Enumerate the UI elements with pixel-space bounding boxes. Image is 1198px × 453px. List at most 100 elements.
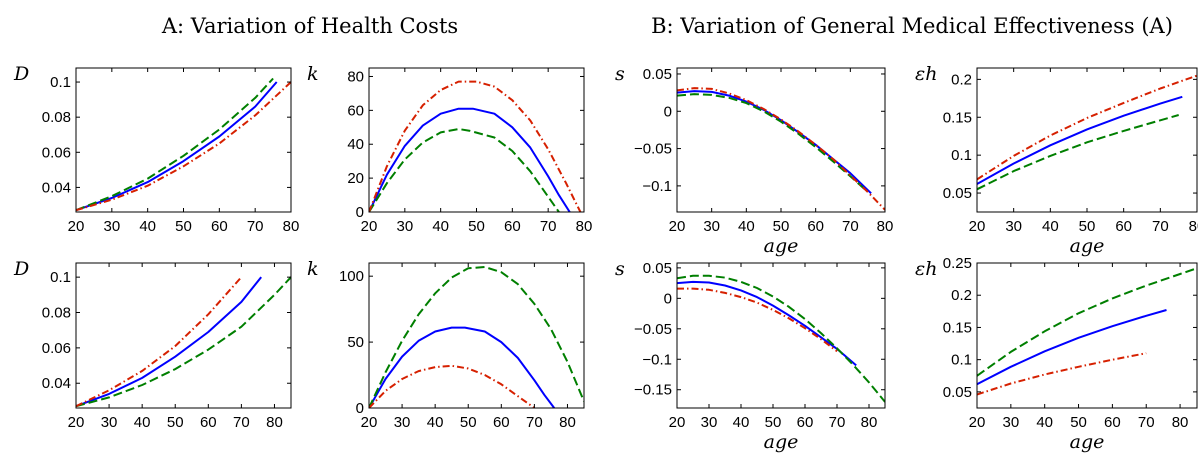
x-tick-label: 20 [669,414,686,431]
x-tick-label: 30 [703,218,720,235]
x-tick-label: 70 [1138,414,1155,431]
series-group [76,276,291,408]
subplot-1: 20 30 40 50 60 70 80 0.04 0.06 0.08 0.1 D [13,63,299,235]
x-tick-label: 70 [247,218,264,235]
x-tick-label: 80 [283,218,300,235]
y-tick-label: 0.04 [42,375,71,392]
axes-frame [75,262,292,409]
y-tick-label: 0.1 [50,74,71,91]
series-line-dashed [369,128,560,212]
x-tick-label: 70 [540,218,557,235]
axes-frame [676,262,886,409]
x-tick-label: 20 [969,218,986,235]
y-tick-label: 0.1 [951,147,972,164]
axes-frame [368,262,585,409]
x-tick-label: 60 [200,414,217,431]
x-tick-label: 80 [576,218,593,235]
series-group [677,87,885,211]
x-axis-label: age [1070,235,1105,257]
series-group [76,77,291,212]
x-tick-label: 70 [1152,218,1169,235]
y-tick-label: 0.05 [643,66,672,83]
series-line-dashed [977,267,1197,377]
x-tick-label: 20 [969,414,986,431]
y-tick-label: 20 [347,170,364,187]
y-tick-label: −0.1 [642,178,672,195]
x-tick-label: 40 [134,414,151,431]
y-tick-label: 0.06 [42,144,71,161]
y-tick-label: −0.05 [634,141,672,158]
y-axis-label: D [13,258,29,280]
x-tick-label: 40 [139,218,156,235]
series-line-solid [977,309,1167,386]
subplot-8: 20 30 40 50 60 70 80 0.05 0.1 0.15 0.2 0.25 εh age [915,255,1198,453]
x-tick-label: 30 [394,414,411,431]
y-axis-label: εh [915,258,937,280]
x-tick-label: 80 [877,218,894,235]
y-tick-label: 0.1 [50,269,71,286]
series-line-dashed [977,114,1179,191]
x-tick-label: 80 [1172,414,1189,431]
y-tick-label: 50 [347,334,364,351]
y-tick-label: 0 [356,204,364,221]
y-tick-label: 0.15 [943,109,972,126]
x-tick-label: 40 [1036,414,1053,431]
series-group [977,74,1197,191]
series-line-solid [369,326,556,408]
panel-a-title: A: Variation of Health Costs [161,14,458,38]
x-tick-label: 40 [1042,218,1059,235]
x-tick-label: 20 [68,218,85,235]
series-line-dashed [677,274,885,403]
series-line-dashdot [977,352,1147,396]
x-tick-label: 50 [468,218,485,235]
x-tick-label: 80 [266,414,283,431]
axes-frame [976,67,1198,213]
y-tick-label: 0.2 [951,71,972,88]
x-tick-label: 20 [68,414,85,431]
series-group [369,80,582,212]
x-tick-label: 70 [233,414,250,431]
y-tick-label: 60 [347,102,364,119]
x-tick-label: 30 [101,414,118,431]
axes-frame [976,262,1198,409]
y-axis-label: k [307,258,319,280]
series-line-dashed [369,266,584,408]
y-tick-label: 0.08 [42,305,71,322]
series-line-dashdot [369,80,582,212]
x-tick-label: 70 [526,414,543,431]
y-tick-label: 0.15 [943,319,972,336]
x-tick-label: 50 [167,414,184,431]
x-tick-label: 40 [738,218,755,235]
x-tick-label: 80 [559,414,576,431]
x-tick-label: 50 [1079,218,1096,235]
x-tick-label: 60 [1104,414,1121,431]
x-tick-label: 30 [396,218,413,235]
series-group [369,266,584,408]
y-tick-label: 0.2 [951,287,972,304]
x-tick-label: 40 [432,218,449,235]
y-tick-label: 40 [347,136,364,153]
y-tick-label: 0 [664,103,672,120]
x-tick-label: 60 [211,218,228,235]
series-line-solid [977,95,1183,185]
x-tick-label: 50 [460,414,477,431]
y-tick-label: 0.08 [42,109,71,126]
y-tick-label: 0.1 [951,352,972,369]
series-line-solid [369,107,571,212]
x-tick-label: 20 [669,218,686,235]
axes-frame [368,67,585,213]
x-tick-label: 70 [842,218,859,235]
x-axis-label: age [764,431,799,453]
subplot-4: 20 30 40 50 60 70 80 0.05 0.1 0.15 0.2 εh age [915,63,1198,257]
subplot-6: 20 30 40 50 60 70 80 0 50 100 k [307,258,585,431]
y-tick-label: 0.25 [943,255,972,272]
y-tick-label: 0.05 [943,185,972,202]
series-line-dashed [677,93,869,193]
series-line-dashdot [76,276,243,408]
subplot-7: 20 30 40 50 60 70 80 0.05 0 −0.05 −0.1 −0.15 s age [615,258,886,453]
x-axis-label: age [764,235,799,257]
series-line-solid [677,90,872,195]
subplot-5: 20 30 40 50 60 70 80 0.04 0.06 0.08 0.1 D [13,258,292,431]
x-tick-label: 20 [361,218,378,235]
